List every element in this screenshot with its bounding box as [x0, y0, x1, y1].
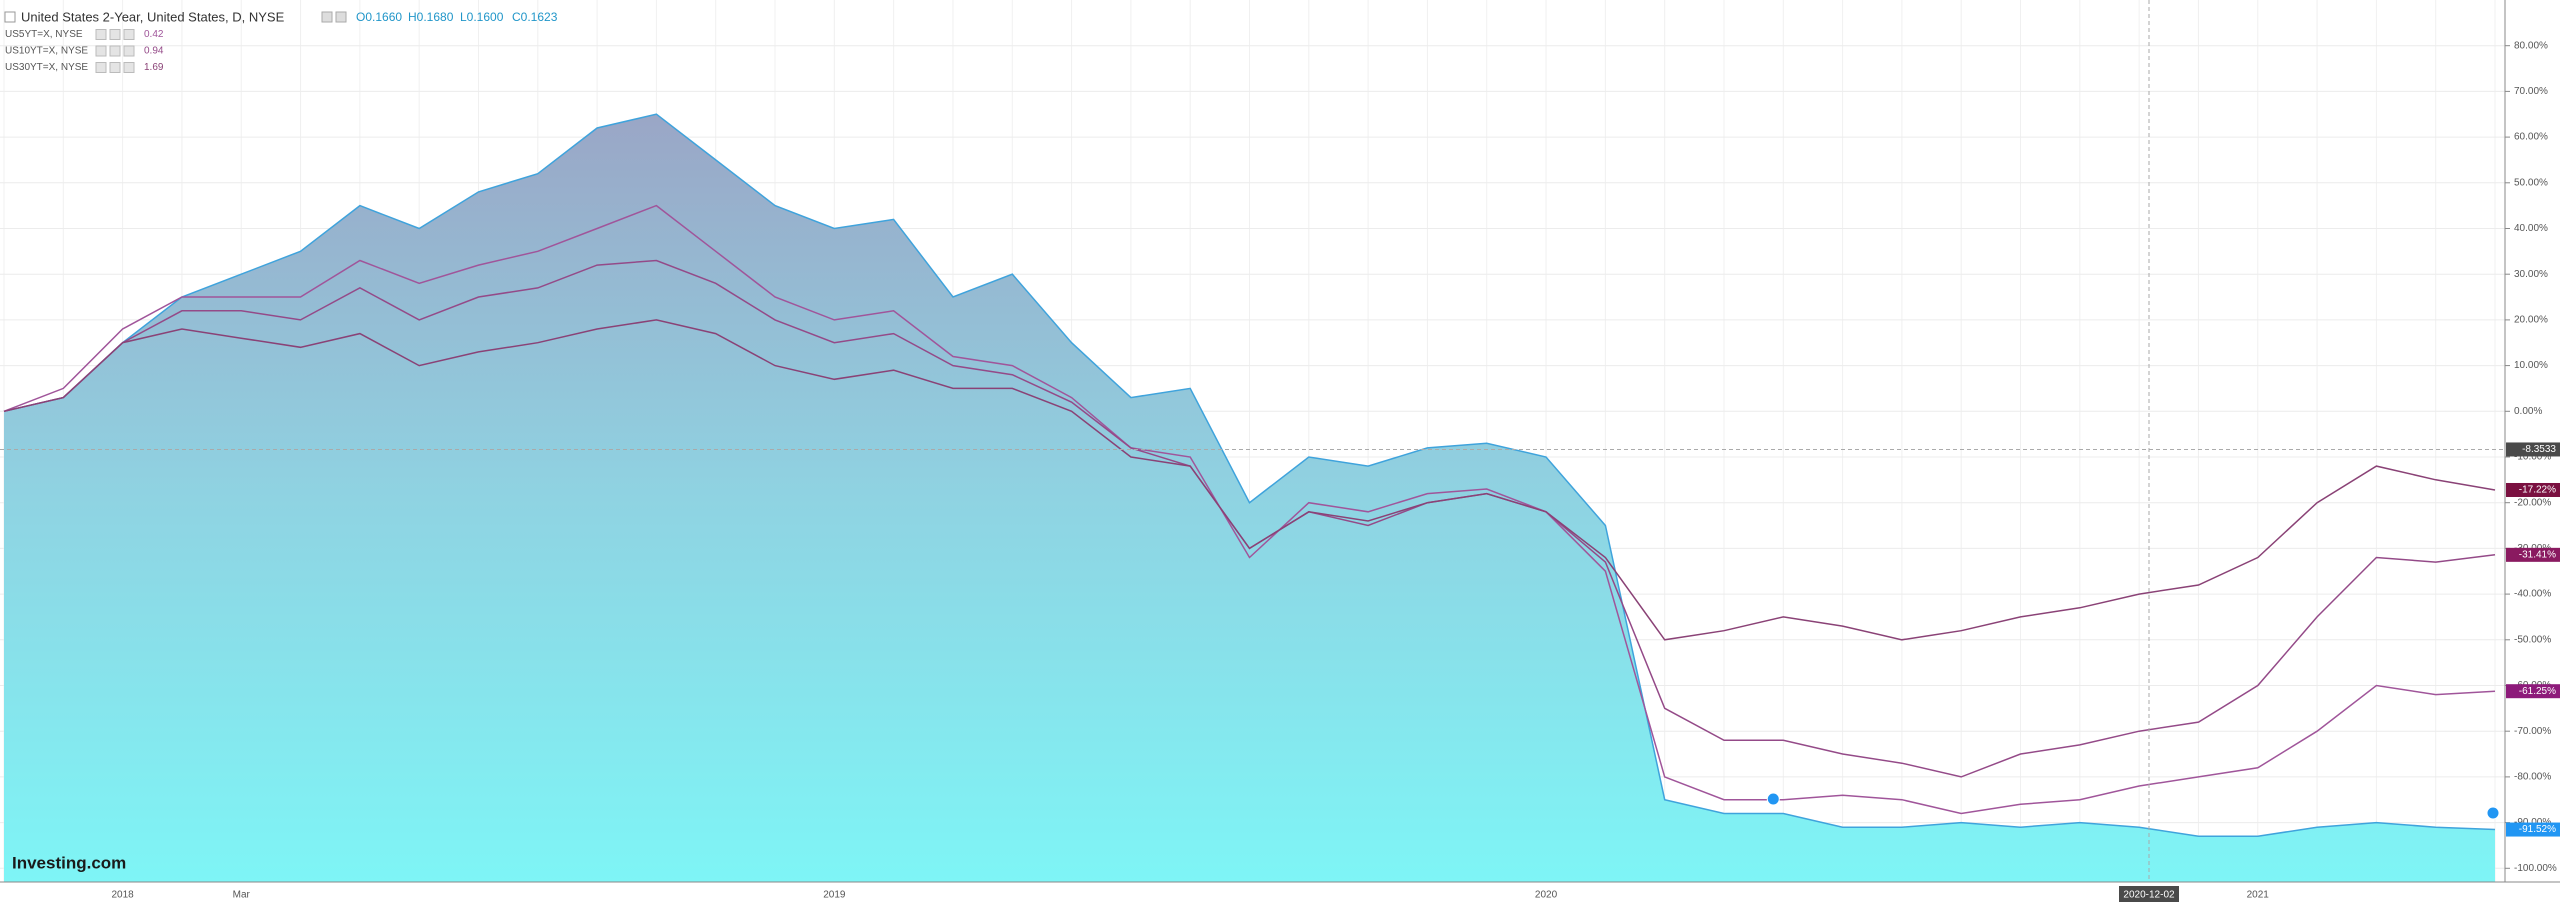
- y-tick-label: 60.00%: [2514, 132, 2548, 143]
- y-tick-label: 10.00%: [2514, 360, 2548, 371]
- y-tick-label: 0.00%: [2514, 406, 2542, 417]
- last-value-label: -31.41%: [2519, 549, 2556, 560]
- legend-title: United States 2-Year, United States, D, …: [21, 9, 285, 24]
- legend-entry: US5YT=X, NYSE: [5, 29, 83, 40]
- legend-value: 0.94: [144, 46, 164, 57]
- line: [3, 319, 2496, 641]
- y-tick-label: 80.00%: [2514, 40, 2548, 51]
- x-tick-label: Mar: [233, 890, 251, 901]
- legend-icon[interactable]: [335, 11, 347, 23]
- watermark: Investing.com: [12, 853, 126, 872]
- last-value-box: [2506, 547, 2560, 562]
- last-value-box: [2506, 482, 2560, 497]
- area-line: [3, 113, 2496, 838]
- ohlc-value: H0.1680: [408, 10, 454, 24]
- legend-value: 0.42: [144, 29, 164, 40]
- legend-icon[interactable]: [95, 62, 107, 73]
- legend-icon[interactable]: [109, 62, 121, 73]
- ohlc-value: C0.1623: [512, 10, 558, 24]
- y-tick-label: -80.00%: [2514, 772, 2551, 783]
- x-tick-label: 2020: [1535, 890, 1558, 901]
- last-value-label: -91.52%: [2519, 824, 2556, 835]
- legend: United States 2-Year, United States, D, …: [4, 9, 558, 73]
- last-value-box: [2506, 684, 2560, 699]
- y-tick-label: -10.00%: [2514, 452, 2551, 463]
- crosshair-x-box: [2119, 886, 2179, 902]
- collapse-icon[interactable]: [4, 11, 16, 23]
- legend-icon[interactable]: [95, 29, 107, 40]
- y-tick-label: 50.00%: [2514, 177, 2548, 188]
- ohlc-value: L0.1600: [460, 10, 504, 24]
- legend-entry: US10YT=X, NYSE: [5, 46, 88, 57]
- y-tick-label: -50.00%: [2514, 634, 2551, 645]
- y-tick-label: 70.00%: [2514, 86, 2548, 97]
- x-tick-label: 2019: [823, 890, 846, 901]
- crosshair-y-box: [2506, 442, 2560, 457]
- x-tick-label: 2021: [2247, 890, 2270, 901]
- y-tick-label: 30.00%: [2514, 269, 2548, 280]
- y-tick-label: 40.00%: [2514, 223, 2548, 234]
- legend-icon[interactable]: [109, 45, 121, 57]
- y-tick-label: -100.00%: [2514, 863, 2557, 874]
- event-marker[interactable]: [2486, 806, 2500, 820]
- event-marker[interactable]: [1766, 792, 1780, 806]
- axes: 80.00% 70.00% 60.00% 50.00% 40.00% 30.00% 20.0…: [111, 40, 2560, 902]
- crosshair-y-label: -8.3533: [2522, 444, 2556, 455]
- legend-icon[interactable]: [321, 11, 333, 23]
- plot-area: Investing.com: [0, 0, 2505, 882]
- crosshair-x-label: 2020-12-02: [2123, 890, 2175, 901]
- legend-icon[interactable]: [109, 29, 121, 40]
- last-value-box: [2506, 822, 2560, 837]
- legend-entry: US30YT=X, NYSE: [5, 62, 88, 73]
- area: [4, 114, 2495, 882]
- last-value-label: -61.25%: [2519, 686, 2556, 697]
- line: [3, 204, 2496, 815]
- last-value-label: -17.22%: [2519, 485, 2556, 496]
- legend-icon[interactable]: [95, 45, 107, 57]
- legend-icon[interactable]: [123, 29, 135, 40]
- legend-icon[interactable]: [123, 62, 135, 73]
- legend-value: 1.69: [144, 62, 164, 73]
- x-tick-label: 2018: [111, 890, 134, 901]
- y-tick-label: -40.00%: [2514, 589, 2551, 600]
- y-tick-label: 20.00%: [2514, 315, 2548, 326]
- y-tick-label: -70.00%: [2514, 726, 2551, 737]
- y-tick-label: -20.00%: [2514, 497, 2551, 508]
- legend-icon[interactable]: [123, 45, 135, 57]
- ohlc-value: O0.1660: [356, 10, 402, 24]
